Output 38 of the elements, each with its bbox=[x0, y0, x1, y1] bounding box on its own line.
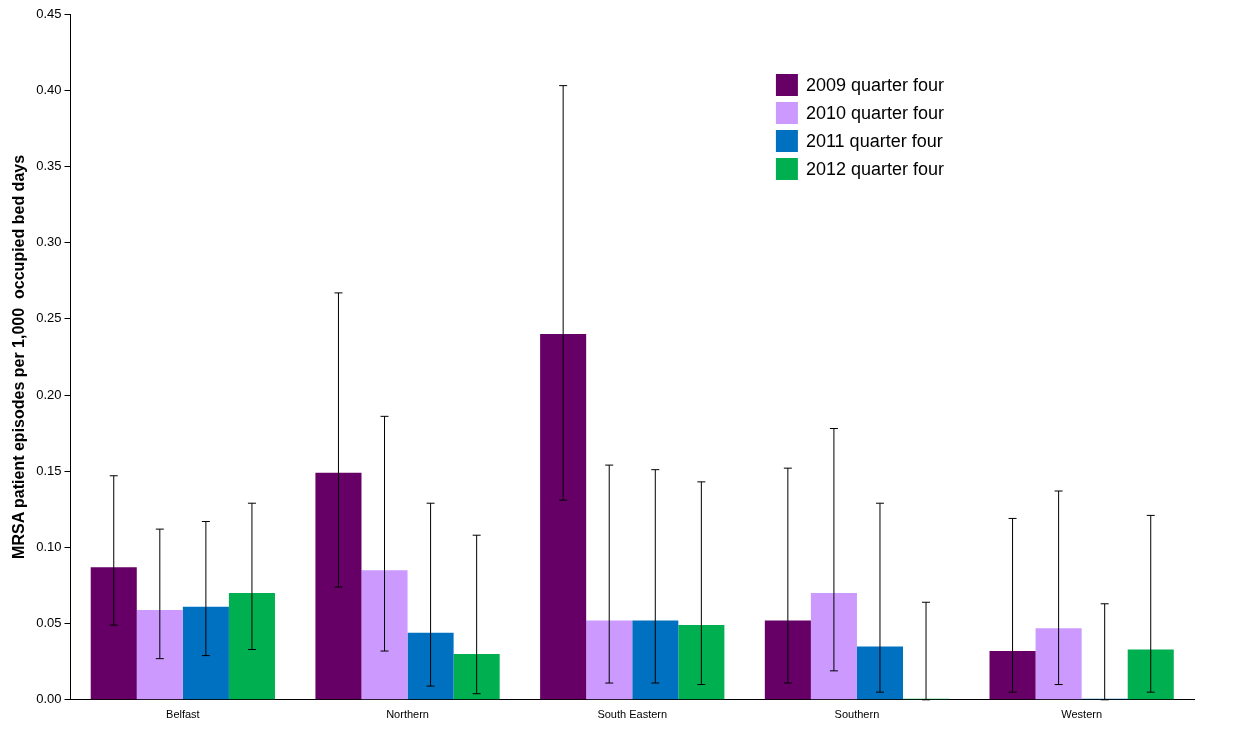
bar bbox=[315, 472, 362, 700]
x-tick-label: Belfast bbox=[166, 708, 200, 721]
bar bbox=[228, 593, 275, 700]
bar bbox=[678, 625, 725, 700]
y-tick-label: 0.25 bbox=[36, 310, 62, 326]
bar bbox=[136, 609, 183, 700]
y-tick-label: 0.35 bbox=[36, 157, 62, 173]
bar bbox=[632, 620, 679, 700]
y-tick-label: 0.05 bbox=[36, 615, 62, 631]
bar bbox=[407, 632, 454, 700]
legend-label: 2011 quarter four bbox=[805, 130, 943, 151]
bar bbox=[1035, 628, 1082, 700]
bar bbox=[810, 593, 857, 700]
bar bbox=[361, 570, 408, 700]
bar bbox=[182, 606, 229, 700]
bar bbox=[764, 620, 811, 700]
bar bbox=[90, 567, 137, 700]
bar bbox=[856, 646, 904, 700]
x-tick-label: Southern bbox=[834, 708, 880, 721]
bar bbox=[453, 654, 500, 700]
y-tick-label: 0.45 bbox=[36, 5, 62, 21]
bar bbox=[989, 651, 1036, 700]
bar bbox=[540, 334, 587, 700]
x-tick-label: South Eastern bbox=[597, 708, 668, 721]
x-tick-label: Western bbox=[1061, 708, 1103, 721]
bar bbox=[1127, 649, 1174, 700]
y-tick-label: 0.20 bbox=[36, 386, 62, 402]
y-axis-title: MRSA patient episodes per 1,000 occupied bed days bbox=[10, 154, 28, 559]
y-tick-label: 0.10 bbox=[36, 538, 62, 554]
y-tick-label: 0.30 bbox=[36, 234, 62, 250]
legend-label: 2010 quarter four bbox=[805, 102, 945, 123]
y-tick-label: 0.15 bbox=[36, 462, 62, 478]
bar bbox=[586, 620, 633, 700]
y-tick-label: 0.40 bbox=[36, 81, 62, 97]
y-tick-label: 0.00 bbox=[36, 691, 62, 707]
x-tick-label: Northern bbox=[386, 708, 429, 721]
legend-label: 2012 quarter four bbox=[805, 158, 945, 179]
legend-label: 2009 quarter four bbox=[805, 74, 945, 95]
